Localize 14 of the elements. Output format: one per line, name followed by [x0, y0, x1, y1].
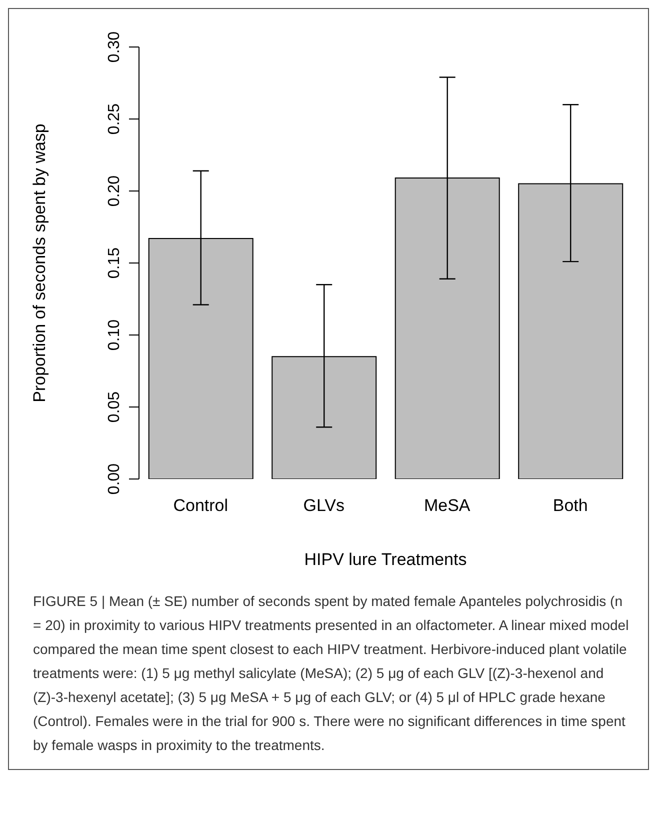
caption: FIGURE 5 | Mean (± SE) number of seconds spent by mated female Apanteles polychrosidis (n = 20) in proximity to various HIPV treatments presented in an olfactometer. A linear mixed model compared the mean time spent closest to each HIPV treatment. Herbivore-induced plant volatile treatments were: (1) 5 μg methyl salicylate (MeSA); (2) 5 μg of each GLV [(Z)-3-hexenol and (Z)-3-hexenyl acetate]; (3) 5 μg MeSA + 5 μg of each GLV; or (4) 5 μl of HPLC grade hexane (Control). Females were in the trial for 900 s. There were no significant differences in time spent by female wasps in proximity to the treatments.	[32, 592, 630, 755]
x-axis-title: HIPV lure Treatments	[304, 550, 467, 569]
x-tick-label: Control	[173, 496, 228, 516]
y-tick-label: 0.20	[106, 175, 123, 207]
x-tick-label: Both	[552, 496, 588, 516]
y-tick-label: 0.10	[106, 319, 123, 351]
y-tick-label: 0.25	[106, 103, 123, 135]
y-tick-label: 0.05	[106, 391, 123, 423]
y-axis-title: Proportion of seconds spent by wasp	[30, 124, 50, 402]
x-tick-label: MeSA	[424, 496, 471, 516]
y-tick-label: 0.15	[106, 247, 123, 279]
y-tick-label: 0.00	[106, 463, 123, 495]
x-tick-label: GLVs	[303, 496, 345, 516]
y-tick-label: 0.30	[106, 31, 123, 63]
